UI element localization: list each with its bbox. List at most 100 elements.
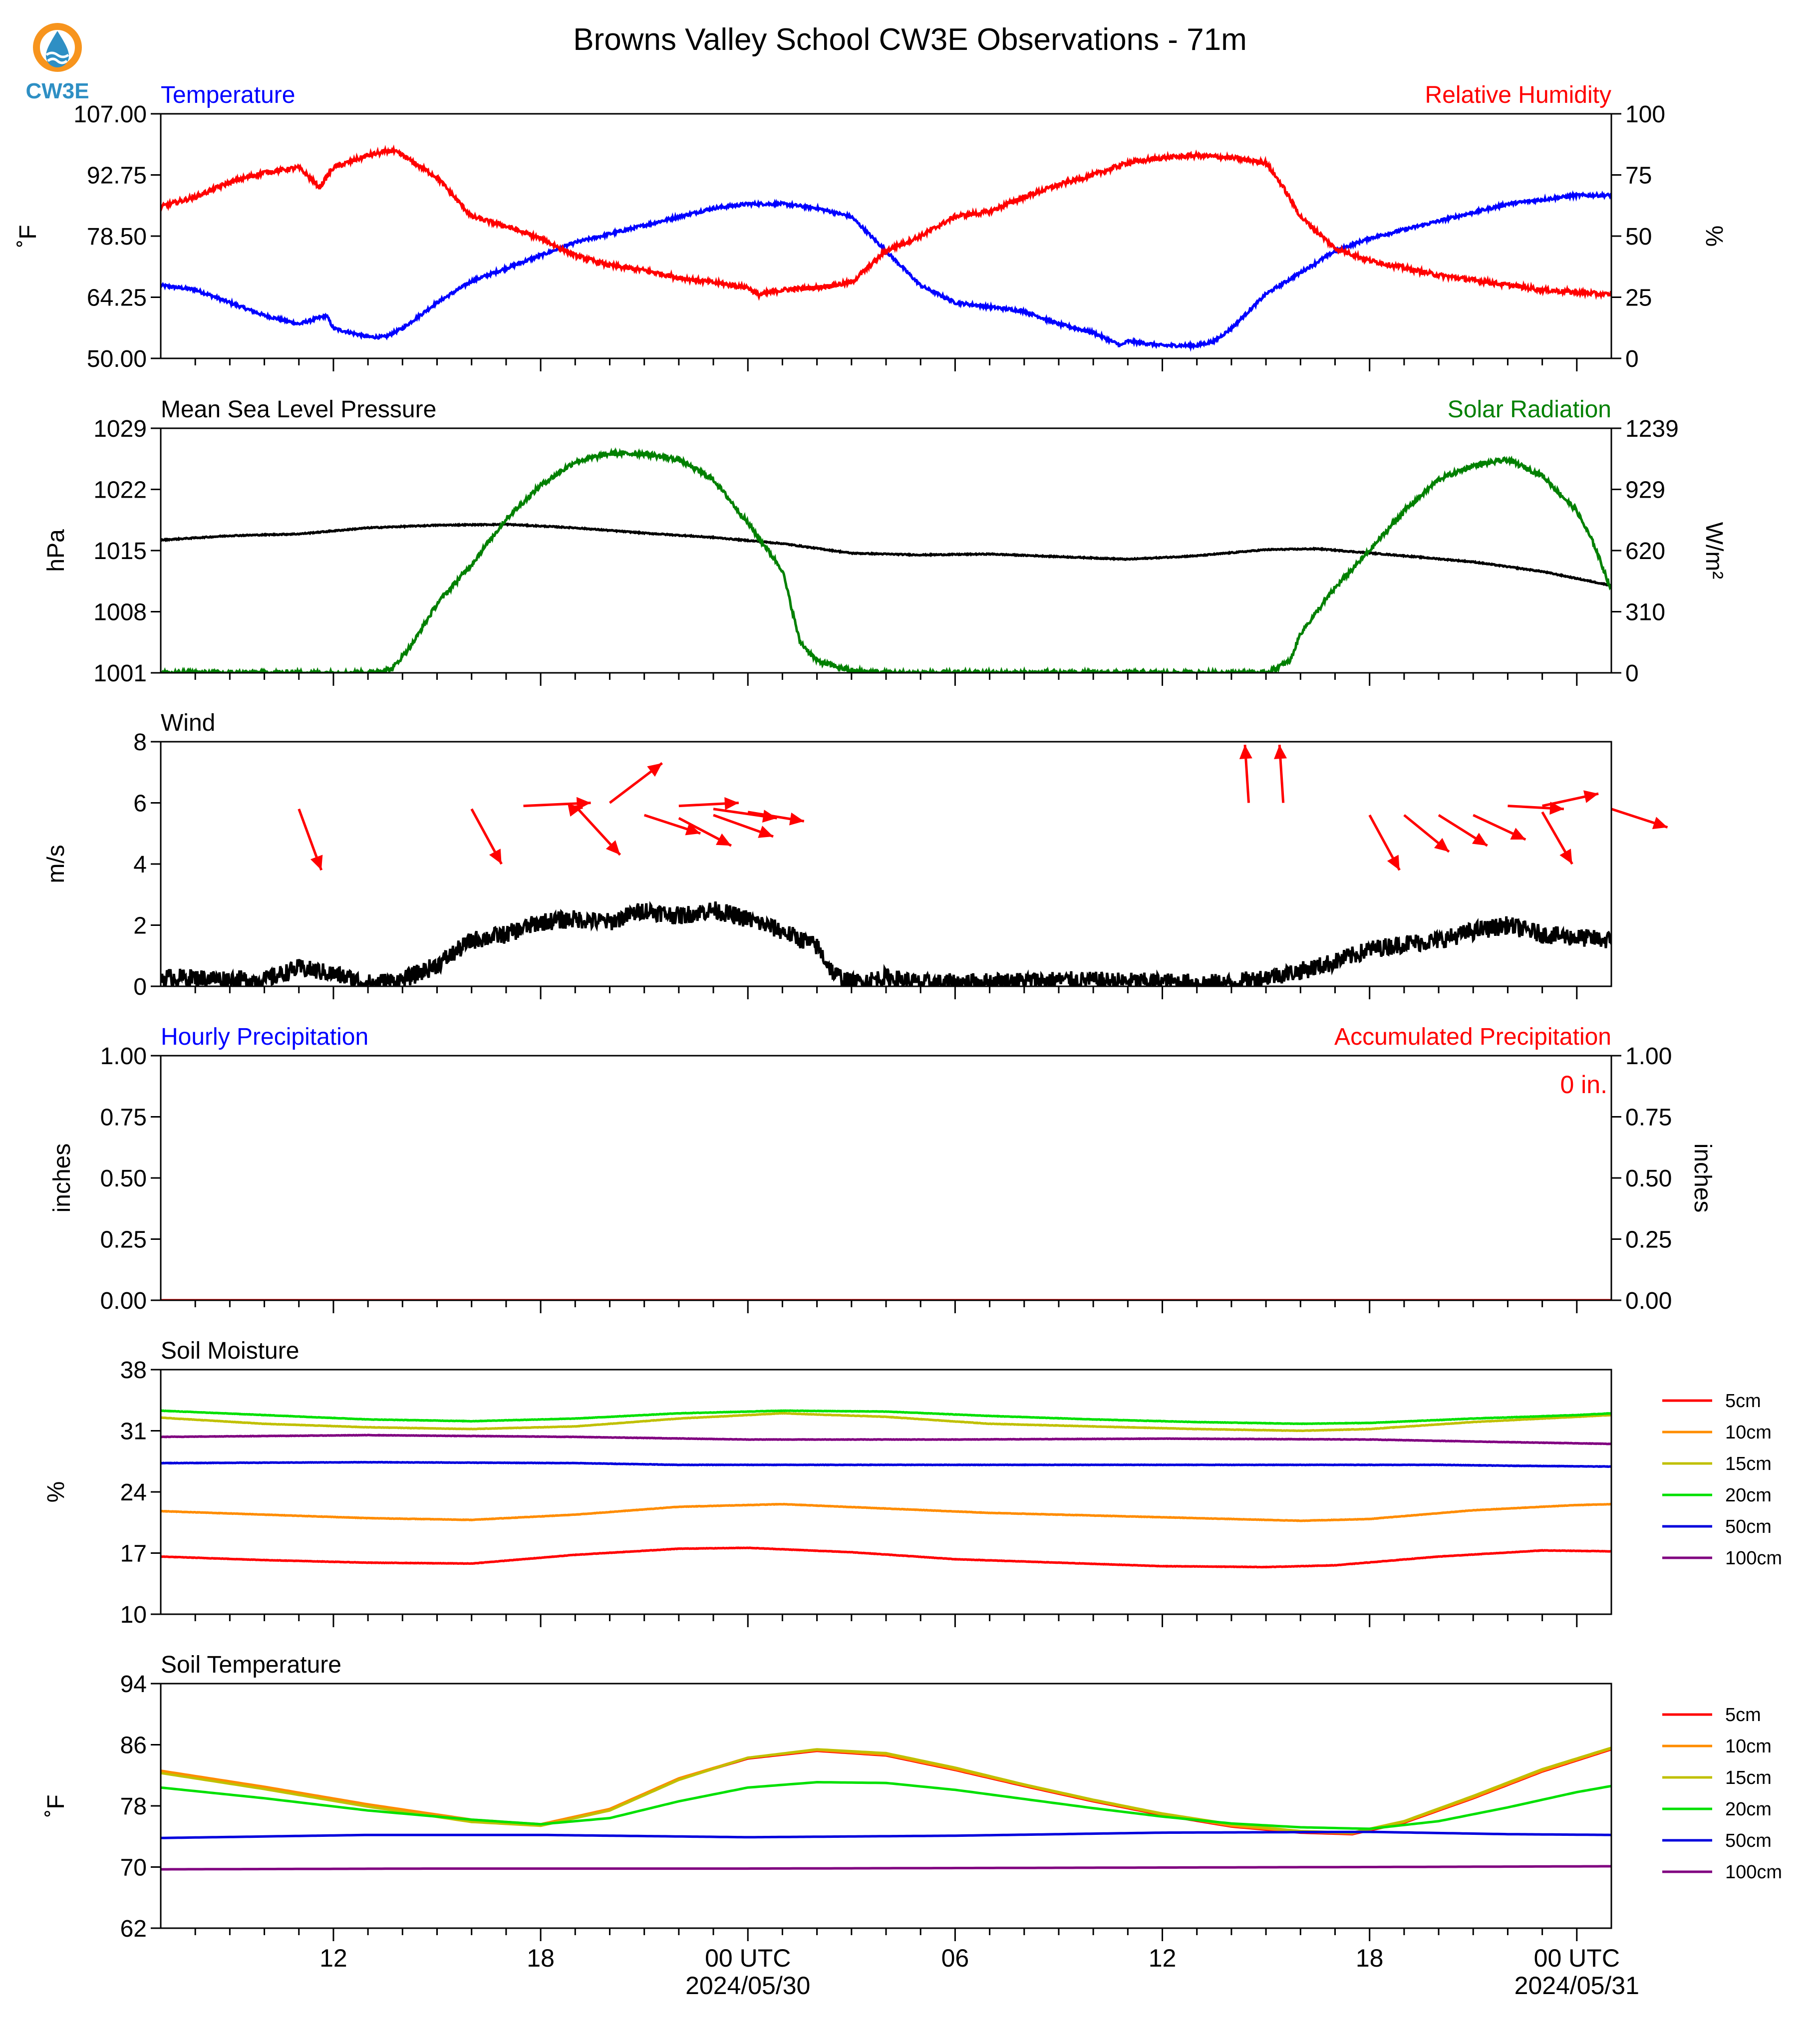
y-tick-label: 6 <box>133 791 147 817</box>
y-axis-label: % <box>43 1481 69 1503</box>
precip-total-annotation: 0 in. <box>1560 1071 1607 1099</box>
wind-arrow-head-14 <box>1387 855 1400 870</box>
series-line-soil_temperature-1 <box>161 1747 1611 1835</box>
logo-wave-icon <box>45 51 69 58</box>
legend-label: 50cm <box>1725 1830 1772 1851</box>
y-tick-label: 62 <box>120 1916 147 1942</box>
series-line-temp_rh-1 <box>161 144 1611 301</box>
wind-arrow-head-6 <box>685 823 701 836</box>
panel-soil_temperature: 62 70 78 86 94 Soil Temperature ˚F 5cm 10cm 15cm 2… <box>43 1652 1782 2000</box>
series-line-soil_temperature-0 <box>161 1748 1611 1836</box>
y2-tick-label: 0.50 <box>1625 1165 1672 1192</box>
series-line-wind-0 <box>161 900 1611 986</box>
y-tick-label: 2 <box>133 913 147 939</box>
panel-title-right: Solar Radiation <box>1448 396 1611 423</box>
series-line-soil_moisture-2 <box>161 1412 1611 1433</box>
panel-title-right: Relative Humidity <box>1425 82 1611 108</box>
legend-label: 10cm <box>1725 1736 1772 1757</box>
y-tick-label: 0.75 <box>100 1105 147 1131</box>
logo: CW3E <box>25 23 89 103</box>
x-tick-label: 12 <box>319 1944 347 1972</box>
wind-arrow-head-9 <box>758 826 774 838</box>
series-line-soil_temperature-4 <box>161 1830 1611 1839</box>
y-tick-label: 50.00 <box>87 346 147 372</box>
legend-label: 50cm <box>1725 1516 1772 1537</box>
plot-frame <box>160 1369 1612 1615</box>
wind-arrow-head-3 <box>568 804 583 817</box>
panel-title-left: Hourly Precipitation <box>161 1024 368 1050</box>
y2-tick-label: 0 <box>1625 346 1639 372</box>
y-tick-label: 0.25 <box>100 1227 147 1253</box>
x-tick-label: 18 <box>1356 1944 1384 1972</box>
series-line-soil_temperature-5 <box>161 1865 1611 1871</box>
legend: 5cm 10cm 15cm 20cm 50cm 100cm <box>1662 1705 1782 1883</box>
y2-tick-label: 1239 <box>1625 416 1679 442</box>
y-axis-label: ˚F <box>15 225 41 247</box>
y2-tick-label: 0 <box>1625 660 1639 687</box>
legend-label: 10cm <box>1725 1422 1772 1443</box>
wind-arrow-head-18 <box>1549 802 1564 815</box>
legend-label: 5cm <box>1725 1705 1761 1726</box>
wind-arrow-head-16 <box>1472 833 1488 846</box>
y-tick-label: 31 <box>120 1419 147 1445</box>
y-tick-label: 0 <box>133 974 147 1000</box>
y2-tick-label: 50 <box>1625 224 1652 250</box>
plot-frame <box>160 427 1612 674</box>
wind-arrow-head-0 <box>310 855 323 870</box>
panel-temp_rh: 50.00 64.25 78.50 92.75 107.00 0 25 50 75 100 Temp… <box>15 82 1727 372</box>
panel-title-left: Temperature <box>161 82 295 108</box>
series-line-pressure_solar-1 <box>161 447 1611 673</box>
wind-arrow-head-12 <box>1239 745 1252 759</box>
wind-arrow-head-8 <box>724 797 739 810</box>
logo-text: CW3E <box>25 79 89 103</box>
y-tick-label: 107.00 <box>73 101 147 128</box>
y2-tick-label: 620 <box>1625 538 1665 565</box>
y-tick-label: 38 <box>120 1357 147 1384</box>
series-line-soil_moisture-5 <box>161 1434 1611 1446</box>
y2-tick-label: 75 <box>1625 163 1652 189</box>
y2-tick-label: 0.25 <box>1625 1227 1672 1253</box>
y-tick-label: 0.00 <box>100 1288 147 1314</box>
y-axis-label: m/s <box>43 845 69 883</box>
y-tick-label: 86 <box>120 1733 147 1759</box>
series-line-soil_moisture-4 <box>161 1460 1611 1468</box>
wind-arrow-head-20 <box>1559 849 1572 864</box>
y-axis-label: inches <box>49 1144 75 1213</box>
y2-tick-label: 1.00 <box>1625 1043 1672 1070</box>
wind-arrow-head-11 <box>789 812 804 826</box>
legend: 5cm 10cm 15cm 20cm 50cm 100cm <box>1662 1391 1782 1569</box>
y-tick-label: 8 <box>133 729 147 756</box>
panel-title-right: Accumulated Precipitation <box>1334 1024 1611 1050</box>
panel-title-left: Wind <box>161 710 215 736</box>
chart-title: Browns Valley School CW3E Observations -… <box>573 22 1247 57</box>
x-tick-label: 00 UTC <box>1534 1944 1620 1972</box>
y2-axis-label: W/m² <box>1701 522 1727 579</box>
x-date-label: 2024/05/30 <box>685 1972 810 2000</box>
y-axis-label: hPa <box>43 529 69 572</box>
y2-tick-label: 100 <box>1625 101 1665 128</box>
y-tick-label: 1001 <box>93 660 147 687</box>
y2-tick-label: 0.75 <box>1625 1105 1672 1131</box>
plot-frame <box>160 1055 1612 1301</box>
series-line-soil_moisture-1 <box>161 1502 1611 1522</box>
wind-arrow-head-4 <box>606 840 620 855</box>
wind-arrow-head-15 <box>1434 838 1449 852</box>
legend-label: 15cm <box>1725 1453 1772 1474</box>
y-tick-label: 92.75 <box>87 163 147 189</box>
legend-label: 20cm <box>1725 1485 1772 1506</box>
y-tick-label: 64.25 <box>87 285 147 311</box>
y-tick-label: 0.50 <box>100 1165 147 1192</box>
y2-tick-label: 25 <box>1625 285 1652 311</box>
y-tick-label: 70 <box>120 1855 147 1881</box>
y-tick-label: 1022 <box>93 477 147 504</box>
wind-arrow-head-17 <box>1510 828 1526 840</box>
y2-tick-label: 929 <box>1625 477 1665 504</box>
series-line-pressure_solar-0 <box>161 522 1611 587</box>
y-tick-label: 10 <box>120 1602 147 1628</box>
series-line-soil_temperature-2 <box>161 1746 1611 1834</box>
wind-arrow-head-21 <box>1652 817 1668 830</box>
x-tick-label: 12 <box>1149 1944 1177 1972</box>
y-tick-label: 17 <box>120 1541 147 1567</box>
